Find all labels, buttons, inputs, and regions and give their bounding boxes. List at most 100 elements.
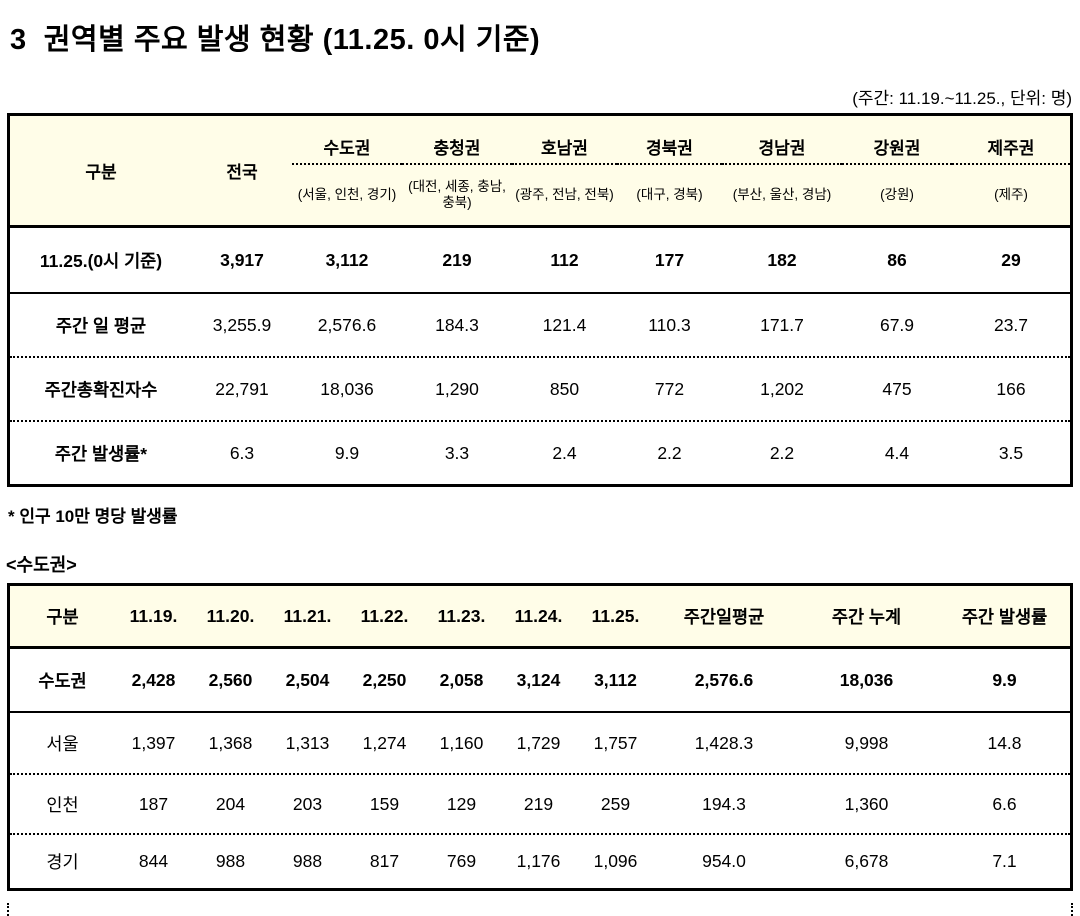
value-cell: 475 (882, 378, 912, 399)
region-table-header: 구분 전국 수도권 (서울, 인천, 경기) 충청권 (대전, 세종, 충남, 충북) 호남… (10, 116, 1070, 228)
value-cell: 2.2 (769, 442, 795, 463)
value-cell: 2,058 (439, 669, 484, 690)
value-cell: 988 (215, 851, 246, 871)
value-cell: 3.5 (998, 442, 1024, 463)
value-cell: 14.8 (987, 732, 1022, 753)
value-cell: 259 (600, 793, 631, 814)
value-cell: 988 (292, 851, 323, 871)
period-unit-note: (주간: 11.19.~11.25., 단위: 명) (852, 89, 1072, 108)
value-cell: 3,255.9 (212, 314, 272, 335)
value-cell: 187 (138, 793, 169, 814)
row-label: 주간총확진자수 (44, 379, 158, 400)
region-summary-table: 구분 전국 수도권 (서울, 인천, 경기) 충청권 (대전, 세종, 충남, 충북) 호남… (7, 113, 1073, 487)
capital-col-header: 11.21. (283, 605, 332, 626)
region-col-sublabel: (제주) (994, 187, 1028, 203)
value-cell: 769 (446, 851, 477, 871)
region-col-header: 충청권 (대전, 세종, 충남, 충북) (402, 116, 512, 225)
value-cell: 3.3 (444, 442, 470, 463)
table-row: 서울 1,397 1,368 1,313 1,274 1,160 1,729 1,757 1,4… (10, 711, 1070, 773)
value-cell: 2,250 (362, 669, 407, 690)
row-label: 경기 (46, 852, 79, 872)
capital-col-header: 11.19. (129, 605, 178, 626)
region-col-header: 경남권 (부산, 울산, 경남) (722, 116, 842, 225)
value-cell: 9.9 (992, 669, 1017, 690)
region-col-header: 호남권 (광주, 전남, 전북) (512, 116, 617, 225)
value-cell: 3,917 (220, 249, 264, 270)
value-cell: 203 (292, 793, 323, 814)
value-cell: 3,112 (325, 249, 369, 270)
value-cell: 4.4 (884, 442, 910, 463)
value-cell: 67.9 (879, 314, 915, 335)
rate-footnote: * 인구 10만 명당 발생률 (8, 507, 178, 526)
value-cell: 18,036 (839, 669, 894, 690)
table-continuation-cutoff (7, 903, 1073, 916)
region-col-name: 경북권 (617, 116, 722, 165)
region-col-header: 전국 (192, 116, 292, 225)
capital-section-label: <수도권> (6, 555, 77, 575)
region-table-body: 11.25.(0시 기준) 3,917 3,112 219 112 177 182 86 29 주… (10, 228, 1070, 484)
value-cell: 204 (215, 793, 246, 814)
region-col-name: 충청권 (402, 116, 512, 165)
value-cell: 166 (996, 378, 1026, 399)
table-row: 주간 발생률* 6.3 9.9 3.3 2.4 2.2 2.2 4.4 3.5 (10, 420, 1070, 484)
table-row: 인천 187 204 203 159 129 219 259 194.3 1,360 6.6 (10, 773, 1070, 833)
value-cell: 1,397 (131, 732, 176, 753)
region-col-header: 경북권 (대구, 경북) (617, 116, 722, 225)
region-col-sublabel: (부산, 울산, 경남) (732, 187, 832, 203)
value-cell: 772 (654, 378, 685, 399)
value-cell: 2,560 (208, 669, 253, 690)
row-label: 수도권 (38, 670, 87, 691)
value-cell: 182 (767, 249, 797, 270)
value-cell: 110.3 (648, 314, 691, 335)
row-label: 11.25.(0시 기준) (39, 250, 163, 271)
value-cell: 219 (442, 249, 472, 270)
region-col-header: 강원권 (강원) (842, 116, 952, 225)
value-cell: 1,360 (844, 793, 889, 814)
value-cell: 844 (138, 851, 169, 871)
value-cell: 23.7 (993, 314, 1029, 335)
value-cell: 1,176 (516, 851, 561, 871)
value-cell: 194.3 (702, 793, 746, 814)
value-cell: 2.4 (552, 442, 577, 463)
capital-col-header: 주간 발생률 (961, 606, 1048, 627)
value-cell: 129 (446, 793, 477, 814)
value-cell: 1,160 (439, 732, 484, 753)
region-col-sublabel: (대구, 경북) (636, 187, 703, 203)
value-cell: 7.1 (992, 851, 1017, 871)
table-row: 주간총확진자수 22,791 18,036 1,290 850 772 1,202 475 16… (10, 356, 1070, 420)
capital-col-header: 11.24. (514, 605, 563, 626)
value-cell: 2.2 (657, 442, 682, 463)
value-cell: 2,576.6 (317, 314, 377, 335)
value-cell: 177 (654, 249, 685, 270)
value-cell: 29 (1001, 249, 1021, 270)
value-cell: 184.3 (435, 314, 479, 335)
value-cell: 954.0 (702, 851, 746, 871)
region-col-name: 호남권 (512, 116, 617, 165)
region-col-header: 구분 (10, 116, 192, 225)
table-row: 경기 844 988 988 817 769 1,176 1,096 954.0 6,678 7.1 (10, 833, 1070, 888)
page-title: 3 권역별 주요 발생 현황 (11.25. 0시 기준) (10, 24, 541, 56)
region-col-name: 구분 (85, 163, 117, 182)
value-cell: 2,504 (285, 669, 330, 690)
value-cell: 1,729 (516, 732, 561, 753)
capital-col-header: 11.20. (206, 605, 255, 626)
value-cell: 6.3 (229, 442, 255, 463)
capital-col-header: 11.25. (591, 605, 640, 626)
value-cell: 171.7 (760, 314, 804, 335)
value-cell: 1,202 (760, 378, 804, 399)
region-col-sublabel: (광주, 전남, 전북) (515, 187, 614, 203)
capital-col-header: 구분 (46, 606, 79, 627)
value-cell: 850 (549, 378, 580, 399)
capital-col-header: 주간 누계 (831, 606, 902, 627)
region-col-sublabel: (서울, 인천, 경기) (297, 187, 397, 203)
region-col-name: 제주권 (952, 116, 1070, 165)
value-cell: 2,428 (131, 669, 176, 690)
row-label: 인천 (46, 794, 79, 815)
capital-table-body: 수도권 2,428 2,560 2,504 2,250 2,058 3,124 3,112 2,… (10, 649, 1070, 888)
region-col-name: 강원권 (842, 116, 952, 165)
value-cell: 1,290 (435, 378, 479, 399)
value-cell: 219 (523, 793, 554, 814)
value-cell: 86 (887, 249, 907, 270)
value-cell: 1,313 (285, 732, 330, 753)
